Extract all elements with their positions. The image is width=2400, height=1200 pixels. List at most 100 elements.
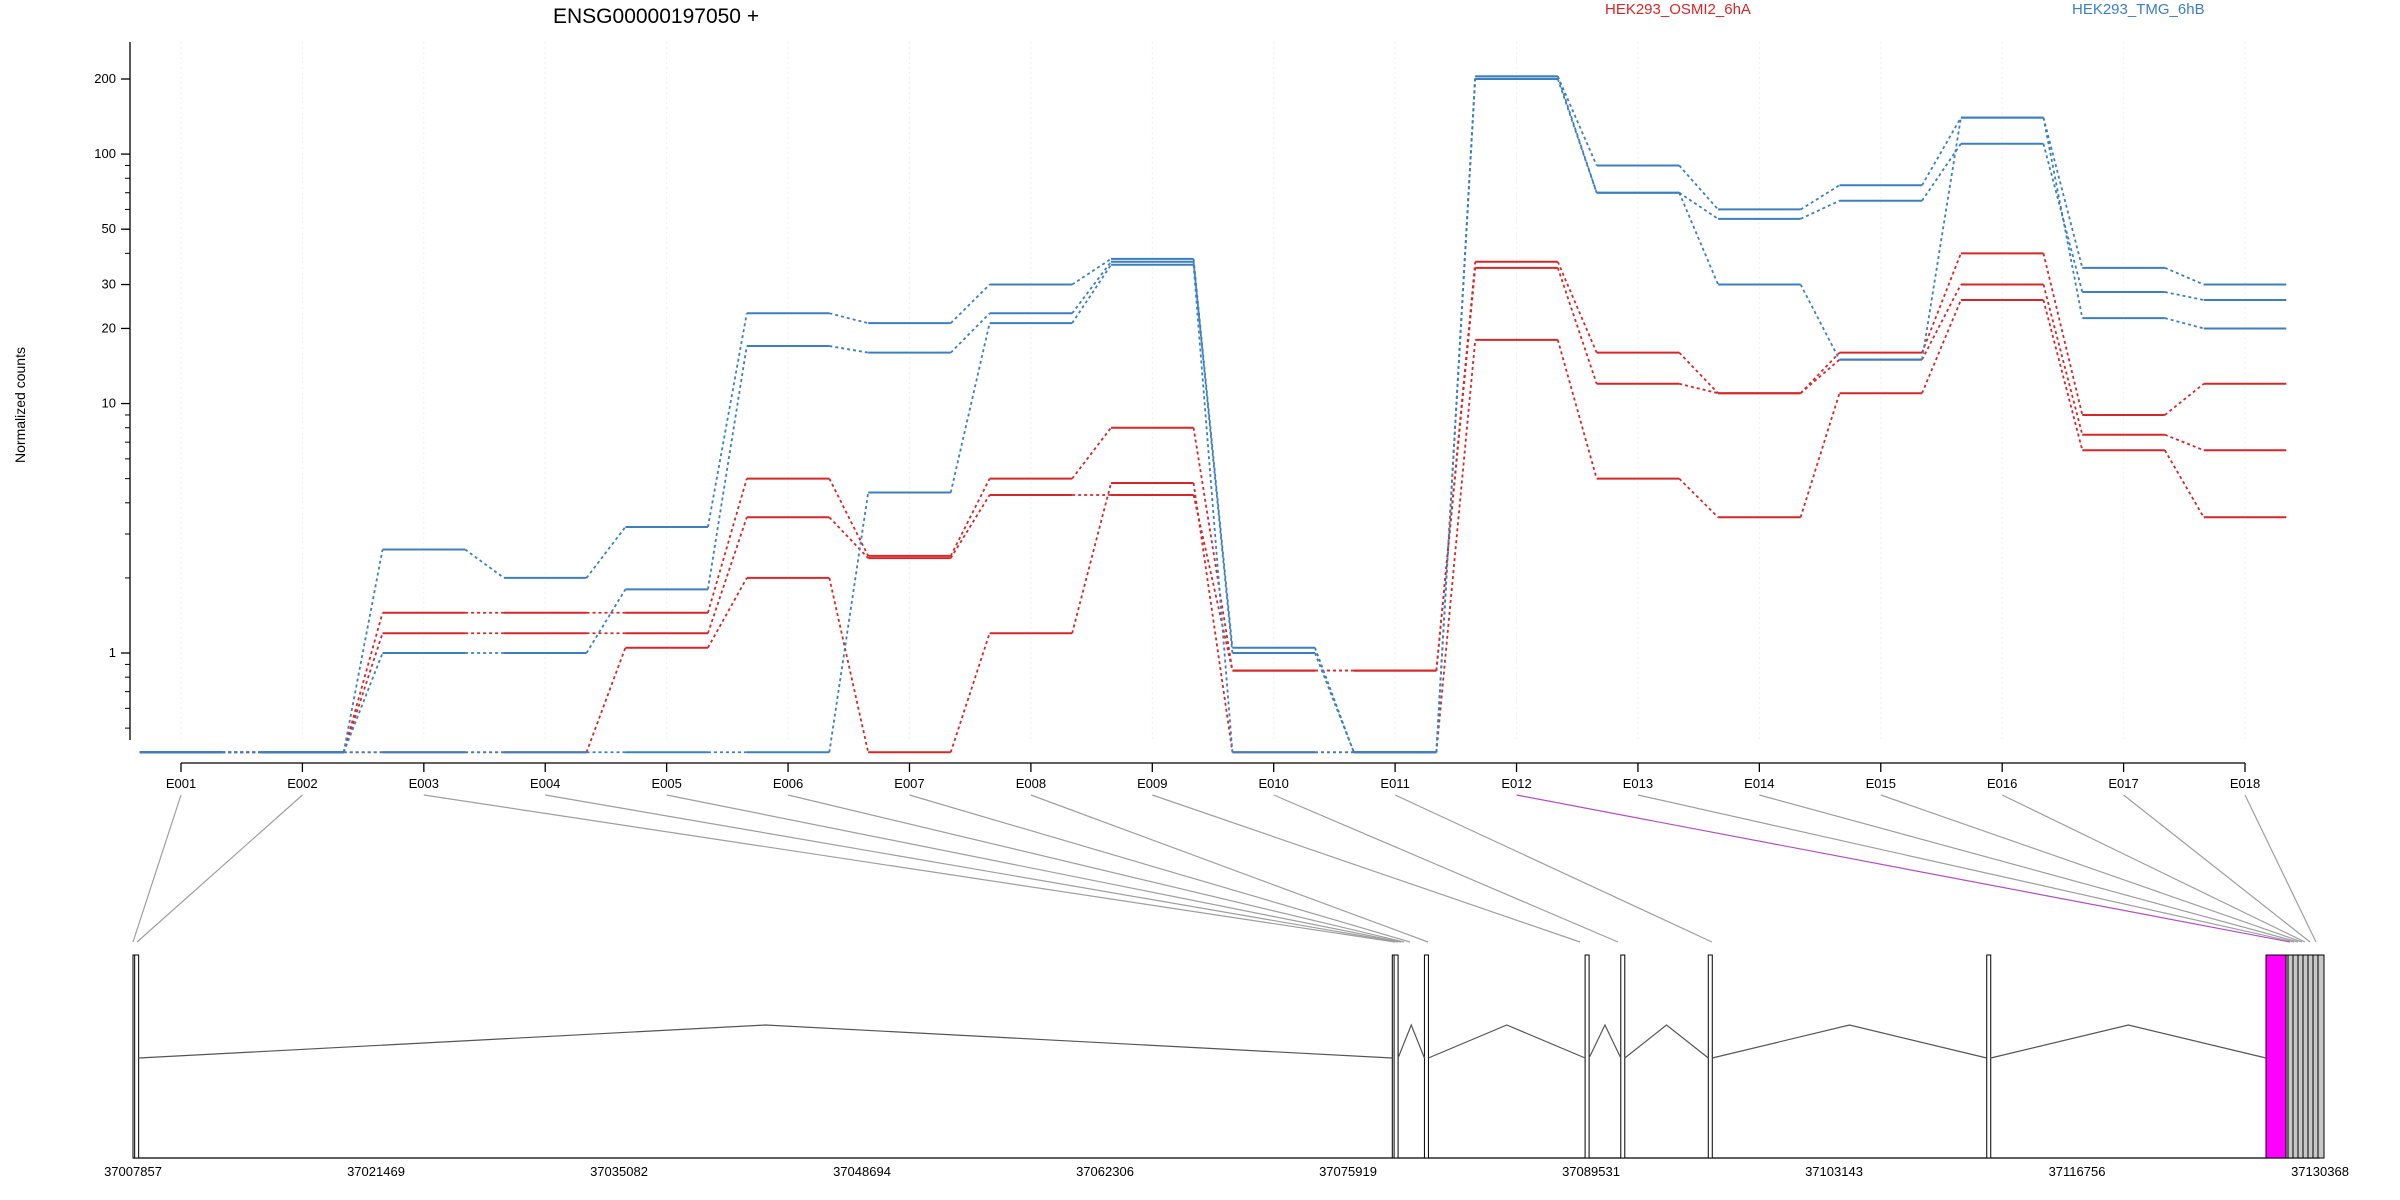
series-connector	[2164, 449, 2205, 518]
exon-mapping-line	[1516, 794, 2291, 943]
x-tick-label: E003	[409, 776, 439, 791]
series-connector	[1435, 267, 1477, 671]
series-connector	[949, 494, 991, 559]
series-connector	[828, 516, 869, 559]
series-connector	[342, 652, 384, 753]
series-connector	[828, 577, 870, 753]
genomic-tick-label: 37130368	[2291, 1164, 2349, 1179]
series-connector	[2164, 383, 2205, 416]
series-connector	[1556, 76, 1598, 194]
series-connector	[464, 548, 505, 579]
genomic-tick-label: 37103143	[1805, 1164, 1863, 1179]
series-connector	[2042, 117, 2084, 319]
series-connector	[2164, 291, 2204, 301]
series-connector	[2042, 143, 2084, 293]
exon-mapping-line	[132, 794, 182, 943]
series-connector	[1314, 647, 1355, 753]
series-connector	[1921, 117, 1962, 360]
genomic-tick-label: 37116756	[2049, 1164, 2106, 1179]
legend-label-osmi2: HEK293_OSMI2_6hA	[1605, 1, 1751, 18]
exon-mapping-line	[2001, 794, 2306, 943]
exon-box	[134, 954, 140, 1159]
exon-mapping-line	[909, 794, 1411, 943]
series-connector	[585, 588, 627, 654]
series-connector	[1071, 427, 1112, 480]
series-connector	[1678, 164, 1719, 211]
series-6	[139, 78, 2287, 754]
series-connector	[829, 345, 869, 354]
x-tick-label: E008	[1016, 776, 1046, 791]
series-connector	[950, 283, 991, 324]
series-connector	[1921, 299, 1962, 394]
x-tick-label: E001	[166, 776, 196, 791]
exon-box	[1393, 954, 1399, 1159]
y-tick-label: 200	[94, 71, 116, 86]
intron-line	[138, 1024, 1393, 1059]
series-connector	[585, 526, 627, 579]
x-tick-label: E017	[2108, 776, 2138, 791]
series-connector	[949, 322, 991, 493]
x-tick-label: E015	[1866, 776, 1896, 791]
exon-mapping-line	[1880, 794, 2303, 943]
series-connector	[2164, 433, 2205, 452]
exon-mapping-line	[1637, 794, 2295, 943]
series-connector	[1556, 267, 1598, 385]
x-tick-label: E014	[1744, 776, 1774, 791]
series-connector	[1192, 427, 1234, 671]
series-connector	[949, 478, 991, 557]
series-connector	[829, 312, 869, 325]
series-connector	[1921, 253, 1962, 353]
y-tick-label: 30	[102, 277, 116, 292]
exon-mapping-line	[666, 794, 1402, 943]
genomic-tick-label: 37035082	[590, 1164, 648, 1179]
series-connector	[1556, 339, 1598, 479]
series-connector	[1678, 192, 1719, 285]
series-connector	[1435, 78, 1477, 753]
series-connector	[828, 492, 870, 753]
series-connector	[1192, 482, 1234, 753]
series-connector	[1556, 261, 1598, 353]
exon-mapping-line	[545, 794, 1399, 943]
series-connector	[1314, 652, 1355, 753]
x-tick-label: E007	[894, 776, 924, 791]
x-tick-label: E009	[1137, 776, 1167, 791]
x-tick-label: E004	[530, 776, 560, 791]
series-connector	[949, 632, 991, 753]
intron-line	[1428, 1024, 1586, 1059]
genomic-tick-label: 37075919	[1319, 1164, 1377, 1179]
x-tick-label: E012	[1501, 776, 1531, 791]
series-connector	[1799, 392, 1841, 518]
genomic-tick-label: 37007857	[104, 1164, 162, 1179]
series-connector	[2042, 117, 2084, 269]
series-connector	[2042, 253, 2084, 416]
intron-line	[1712, 1024, 1987, 1059]
series-connector	[707, 516, 748, 634]
series-connector	[2164, 266, 2205, 286]
series-connector	[2042, 284, 2084, 435]
exon-highlighted	[2265, 954, 2287, 1159]
series-connector	[1800, 184, 1840, 211]
intron-line	[1624, 1024, 1709, 1059]
chart-title: ENSG00000197050 +	[553, 5, 759, 28]
series-5	[139, 75, 2287, 754]
exon-mapping-line	[1152, 794, 1581, 943]
y-tick-label: 20	[102, 320, 116, 335]
series-connector	[1435, 339, 1477, 753]
series-connector	[2164, 317, 2204, 330]
exon-box	[1620, 954, 1626, 1159]
series-4	[139, 75, 2287, 754]
plot-area: 1 10 20 30 50 100 200 E001 E002 E003 E004 E005 E006 E…	[94, 42, 2349, 1179]
series-connector	[1678, 478, 1719, 518]
series-connector	[1071, 482, 1112, 634]
series-connector	[1799, 284, 1841, 361]
x-tick-label: E011	[1380, 776, 1409, 791]
exon-mapping-line	[423, 794, 1396, 943]
series-connector	[950, 312, 991, 354]
y-axis-label: Normalized counts	[12, 347, 28, 463]
series-3	[139, 299, 2287, 754]
series-connector	[707, 313, 748, 528]
exon-mapping-line	[787, 794, 1405, 943]
x-tick-label: E010	[1259, 776, 1289, 791]
series-connector	[1071, 258, 1112, 286]
